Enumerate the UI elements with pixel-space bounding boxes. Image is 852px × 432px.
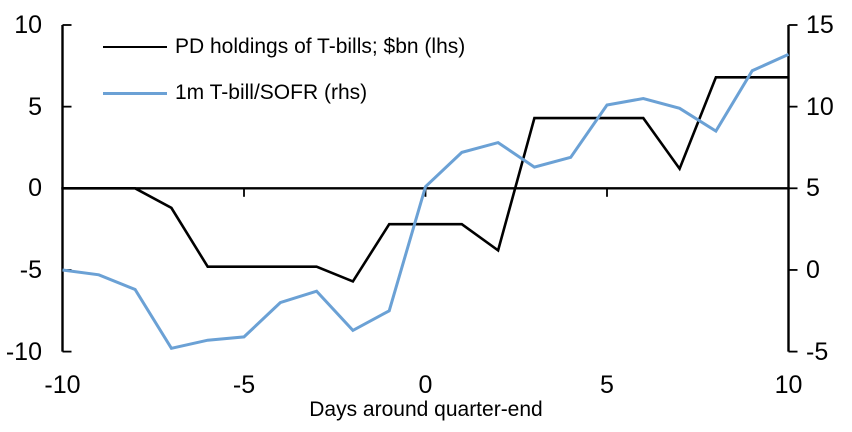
right-axis-tick-label: 15 (806, 11, 834, 39)
left-axis-tick-label: 10 (14, 11, 42, 39)
legend-item-pd-holdings: PD holdings of T-bills; $bn (lhs) (103, 34, 465, 60)
left-axis-tick-label: -5 (19, 255, 42, 284)
legend-item-tbill-sofr: 1m T-bill/SOFR (rhs) (103, 80, 367, 106)
left-axis-tick-label: -10 (5, 337, 42, 366)
right-axis-tick-label: 10 (806, 92, 834, 121)
x-axis-tick-label: 10 (774, 371, 803, 399)
x-axis-title: Days around quarter-end (309, 398, 543, 421)
left-axis-tick-label: 5 (28, 92, 42, 121)
right-axis-tick-label: 5 (806, 174, 820, 203)
series-line-1 (62, 53, 790, 350)
x-axis-tick-label: 0 (418, 371, 433, 399)
x-axis-tick-label: 5 (600, 371, 614, 399)
legend-label-tbill-sofr: 1m T-bill/SOFR (rhs) (175, 81, 368, 104)
blue-line-swatch-icon (103, 91, 167, 95)
left-axis-tick-label: 0 (28, 174, 42, 203)
series-line-0 (62, 76, 789, 284)
black-line-swatch-icon (103, 46, 167, 48)
right-axis-tick-label: 0 (806, 255, 820, 284)
legend-label-pd-holdings: PD holdings of T-bills; $bn (lhs) (175, 35, 466, 58)
x-axis-tick-label: -5 (232, 371, 256, 399)
right-axis-tick-label: -5 (806, 337, 829, 366)
x-axis-tick-label: -10 (44, 371, 81, 399)
